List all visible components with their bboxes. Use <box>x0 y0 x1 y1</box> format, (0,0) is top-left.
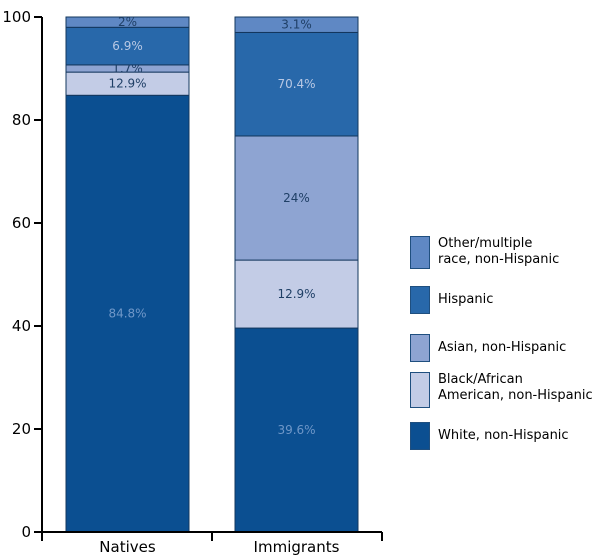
bar-data-label: 12.9% <box>277 287 315 301</box>
x-category-label: Immigrants <box>254 538 340 555</box>
bar-segment <box>234 31 359 137</box>
bar-data-label: 3.1% <box>281 18 312 32</box>
legend-label: Hispanic <box>438 292 494 307</box>
bar-data-label: 2% <box>118 15 137 29</box>
y-tick-label: 20 <box>12 420 31 438</box>
legend-label: Asian, non-Hispanic <box>438 340 567 355</box>
legend-item: White, non-Hispanic <box>410 422 600 450</box>
legend-label: Other/multiple race, non-Hispanic <box>438 236 560 267</box>
legend-item: Hispanic <box>410 286 600 314</box>
legend-label: Black/African American, non-Hispanic <box>438 372 593 403</box>
bar-data-label: 6.9% <box>112 39 143 53</box>
legend-item: Asian, non-Hispanic <box>410 334 600 362</box>
legend-item: Other/multiple race, non-Hispanic <box>410 236 600 269</box>
legend-swatch <box>410 422 430 450</box>
bar-segment <box>65 16 190 28</box>
bar-data-label: 12.9% <box>108 77 146 91</box>
y-tick-label: 100 <box>2 8 31 26</box>
y-tick-label: 80 <box>12 111 31 129</box>
bar-segment <box>234 259 359 329</box>
bar-data-label: 70.4% <box>277 77 315 91</box>
bar-data-label: 24% <box>283 191 310 205</box>
y-tick-label: 40 <box>12 317 31 335</box>
legend-swatch <box>410 286 430 314</box>
legend-item: Black/African American, non-Hispanic <box>410 372 600 408</box>
y-axis: 0 20 40 60 80 100 <box>2 8 43 541</box>
bars: 84.8%12.9%1.7%6.9%2%39.6%12.9%24%70.4%3.… <box>65 15 359 533</box>
y-tick-label: 0 <box>21 523 31 541</box>
bar-segment <box>234 135 359 261</box>
bar-segment <box>234 327 359 533</box>
y-tick-label: 60 <box>12 214 31 232</box>
legend-label: White, non-Hispanic <box>438 428 569 443</box>
legend-swatch <box>410 236 430 269</box>
legend-swatch <box>410 372 430 408</box>
bar-data-label: 39.6% <box>277 423 315 437</box>
legend-swatch <box>410 334 430 362</box>
bar-data-label: 84.8% <box>108 307 146 321</box>
x-axis: Natives Immigrants <box>41 531 383 555</box>
bar-segment <box>234 16 359 33</box>
x-category-label: Natives <box>99 538 156 555</box>
